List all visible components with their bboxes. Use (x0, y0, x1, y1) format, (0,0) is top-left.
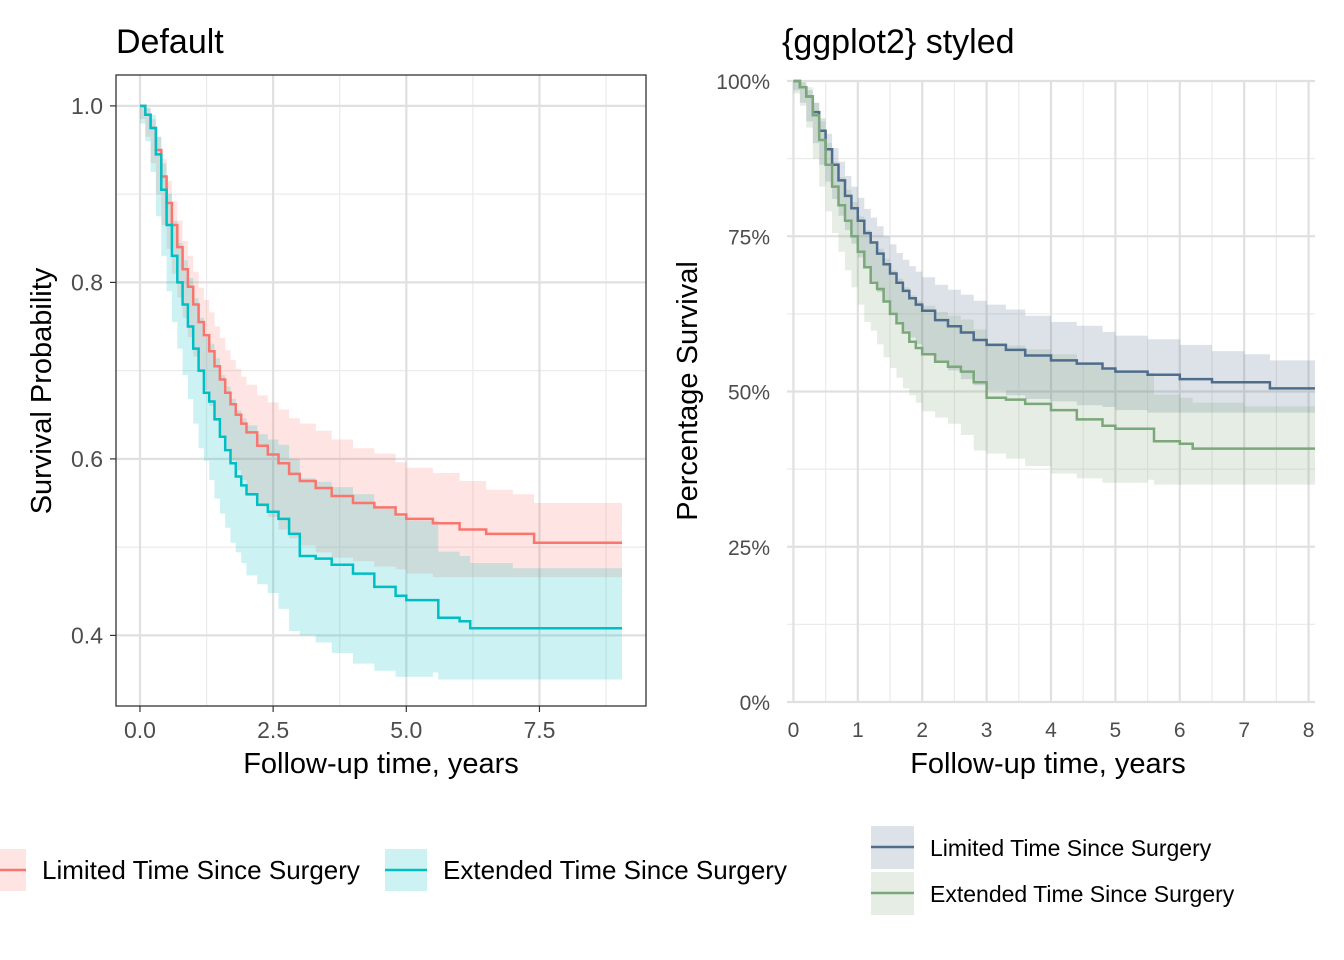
x-tick-label: 0.0 (124, 717, 156, 743)
y-axis-label: Survival Probability (26, 267, 58, 514)
y-tick-label: 0.6 (71, 446, 103, 472)
legend: Limited Time Since Surgery Extended Time… (871, 826, 1235, 915)
survival-curves (793, 79, 1315, 450)
survival-curve-extended (140, 104, 622, 630)
x-tick-label: 8 (1303, 719, 1315, 742)
y-tick-label: 0.8 (71, 269, 103, 295)
y-axis-label: Percentage Survival (672, 261, 704, 521)
survival-curves (140, 104, 622, 630)
y-tick-label: 0% (740, 692, 770, 715)
gridlines (787, 79, 1315, 704)
x-axis-ticks: 0 1 2 3 4 5 6 7 8 (788, 719, 1315, 742)
legend-label: Limited Time Since Surgery (930, 835, 1212, 861)
y-tick-label: 50% (728, 382, 770, 405)
x-tick-label: 5.0 (390, 717, 422, 743)
y-tick-label: 1.0 (71, 93, 103, 119)
chart-default: Default 0.0 2.5 5.0 7.5 0.4 0.6 0.8 1.0 Follow… (0, 23, 787, 891)
x-tick-label: 2.5 (257, 717, 289, 743)
chart-title: {ggplot2} styled (782, 23, 1015, 61)
legend-item-extended: Extended Time Since Surgery (871, 872, 1235, 915)
chart-ggplot2-styled: {ggplot2} styled 0 1 2 3 4 5 6 7 8 0% 25% 50% 75% 10… (672, 23, 1315, 915)
x-tick-label: 4 (1045, 719, 1057, 742)
y-tick-label: 100% (716, 71, 770, 94)
x-axis-ticks: 0.0 2.5 5.0 7.5 (124, 706, 555, 743)
x-axis-label: Follow-up time, years (243, 748, 519, 780)
x-tick-label: 5 (1110, 719, 1122, 742)
x-tick-label: 0 (788, 719, 800, 742)
confidence-band-limited (140, 105, 622, 578)
x-tick-label: 3 (981, 719, 993, 742)
legend-item-limited: Limited Time Since Surgery (0, 849, 360, 891)
confidence-band-extended (793, 81, 1315, 485)
y-tick-label: 0.4 (71, 622, 103, 648)
y-axis-ticks: 0.4 0.6 0.8 1.0 (71, 93, 116, 648)
confidence-band-limited (793, 81, 1315, 413)
x-tick-label: 1 (852, 719, 864, 742)
legend-label: Extended Time Since Surgery (443, 855, 787, 885)
x-tick-label: 6 (1174, 719, 1186, 742)
x-tick-label: 7.5 (523, 717, 555, 743)
legend-label: Extended Time Since Surgery (930, 881, 1235, 907)
plot-border (115, 74, 647, 707)
x-tick-label: 2 (916, 719, 928, 742)
legend: Limited Time Since Surgery Extended Time… (0, 849, 787, 891)
y-tick-label: 25% (728, 537, 770, 560)
legend-item-limited: Limited Time Since Surgery (871, 826, 1212, 869)
confidence-bands (793, 81, 1315, 485)
chart-title: Default (116, 23, 224, 61)
legend-label: Limited Time Since Surgery (42, 855, 360, 885)
y-tick-label: 75% (728, 226, 770, 249)
legend-item-extended: Extended Time Since Surgery (385, 849, 787, 891)
confidence-bands (140, 105, 622, 680)
x-axis-label: Follow-up time, years (910, 748, 1186, 780)
survival-curve-extended (793, 79, 1315, 450)
y-axis-ticks: 0% 25% 50% 75% 100% (716, 71, 770, 715)
confidence-band-extended (140, 105, 622, 680)
x-tick-label: 7 (1238, 719, 1250, 742)
